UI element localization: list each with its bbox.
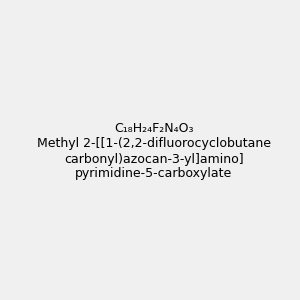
- Text: C₁₈H₂₄F₂N₄O₃
Methyl 2-[[1-(2,2-difluorocyclobutane
carbonyl)azocan-3-yl]amino]
p: C₁₈H₂₄F₂N₄O₃ Methyl 2-[[1-(2,2-difluoroc…: [37, 122, 271, 181]
